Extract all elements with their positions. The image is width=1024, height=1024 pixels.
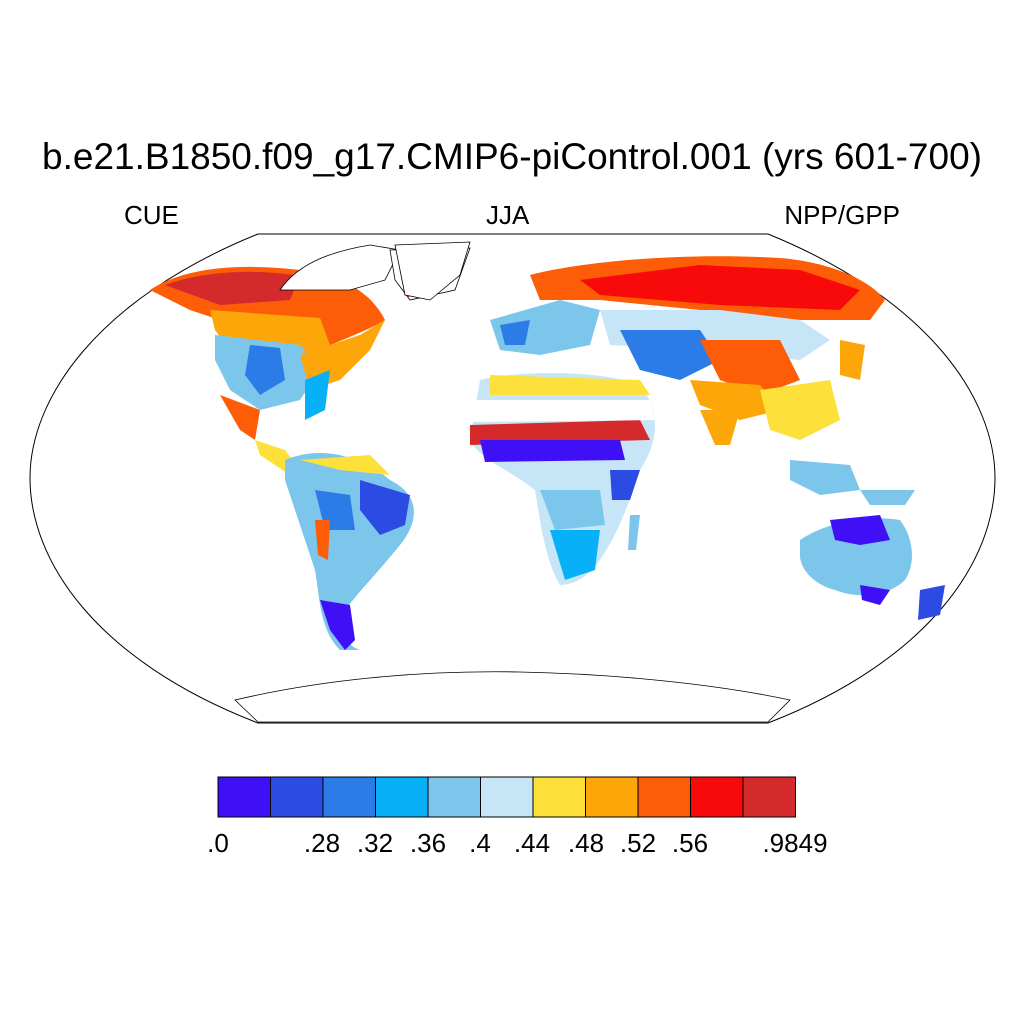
south-america — [285, 452, 414, 650]
colorbar-tick-label: .36 — [409, 828, 447, 858]
colorbar-swatch — [637, 776, 691, 818]
australia — [800, 515, 945, 620]
greenland — [394, 241, 471, 301]
colorbar-swatch — [270, 776, 324, 818]
colorbar-tick-label: .56 — [671, 828, 709, 858]
colorbar-swatch — [427, 776, 481, 818]
colorbar-swatch — [690, 776, 744, 818]
colorbar-swatch — [742, 776, 796, 818]
units-label: NPP/GPP — [784, 200, 900, 230]
eurasia — [490, 256, 915, 505]
colorbar-tick-label: .32 — [356, 828, 394, 858]
season-label: JJA — [486, 200, 530, 230]
africa — [470, 373, 655, 585]
colorbar-tick-label: .44 — [513, 828, 551, 858]
colorbar-tick-label: .4 — [469, 828, 491, 858]
colorbar-tick-label: .52 — [619, 828, 657, 858]
colorbar-swatch — [375, 776, 429, 818]
colorbar-tick-label: .0 — [207, 828, 229, 858]
colorbar-swatch — [322, 776, 376, 818]
colorbar-swatch — [480, 776, 534, 818]
colorbar — [217, 776, 796, 818]
plot-title: b.e21.B1850.f09_g17.CMIP6-piControl.001 … — [42, 136, 982, 177]
colorbar-swatch — [585, 776, 639, 818]
colorbar-tick-label: .48 — [567, 828, 605, 858]
variable-label: CUE — [124, 200, 179, 230]
colorbar-swatch — [532, 776, 586, 818]
antarctica — [234, 671, 791, 723]
colorbar-tick-label: .28 — [303, 828, 341, 858]
colorbar-tick-label: .9849 — [762, 828, 828, 858]
colorbar-swatch — [217, 776, 271, 818]
